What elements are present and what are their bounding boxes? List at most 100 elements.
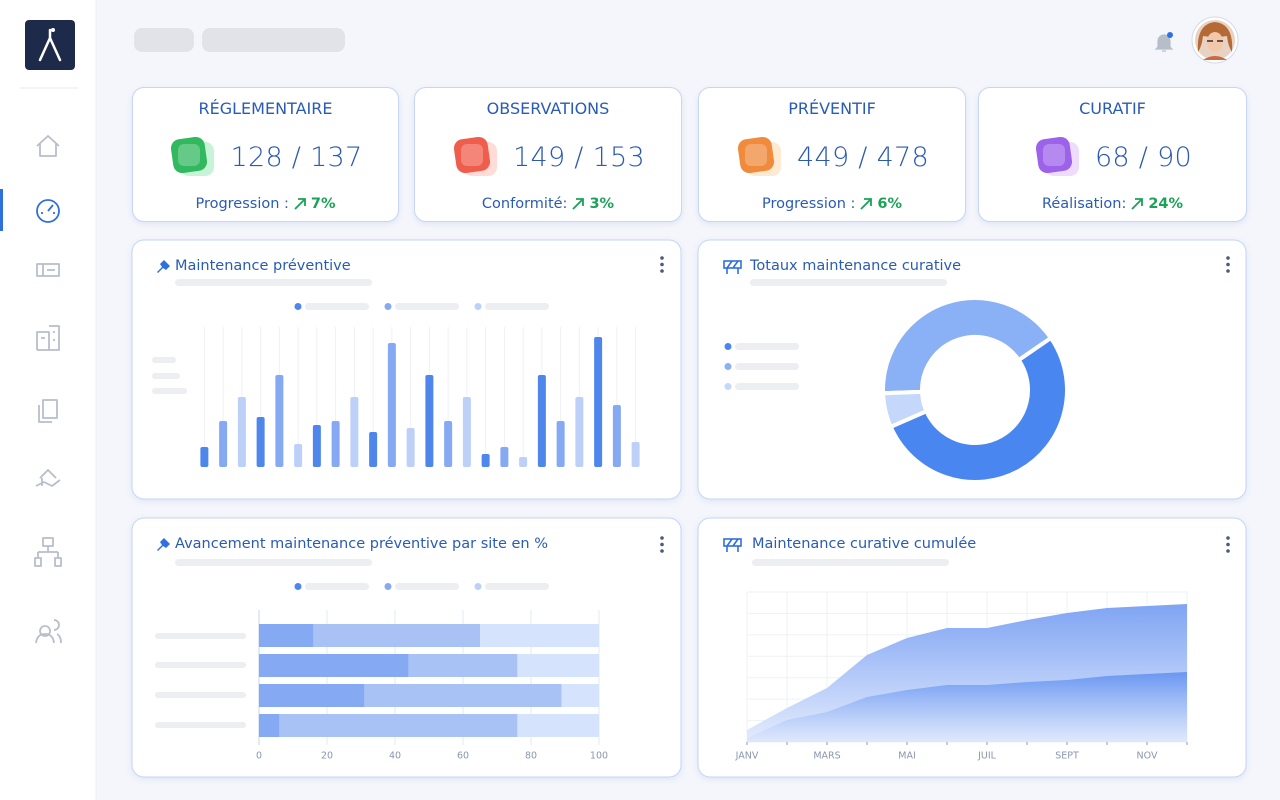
kpi-title: PRÉVENTIF [788,99,876,118]
bar [500,447,509,467]
bar [594,337,603,467]
kebab-menu[interactable] [660,536,664,553]
kpi-value: 449 / 478 [796,141,930,173]
kpi-title: RÉGLEMENTAIRE [198,99,333,118]
kpi-value: 149 / 153 [512,141,646,173]
bar [350,397,359,467]
kpi-footer: Progression : 7% [133,196,398,212]
kpi-icon [171,136,215,176]
bar [631,442,640,467]
kpi-footer: Progression : 6% [699,196,965,212]
bar [331,421,340,467]
bar [556,421,565,467]
bar [294,444,303,467]
building-icon[interactable] [36,325,60,351]
handshake-icon[interactable] [35,469,61,487]
trend-arrow [294,198,306,210]
subtitle-placeholder [752,559,949,566]
area [747,672,1187,742]
avatar[interactable] [1191,16,1239,64]
bar [387,343,396,467]
axis-placeholder [155,722,246,728]
pin-icon [157,538,170,551]
bar [612,405,621,467]
panel-title: Avancement maintenance préventive par si… [175,536,548,552]
bar [200,447,209,467]
breadcrumb-placeholder [134,28,194,52]
kpi-main: 149 / 153 [415,134,681,180]
panel-title: Maintenance curative cumulée [752,536,976,552]
panel [131,517,682,778]
bar-segment [259,624,314,647]
bar [575,397,584,467]
kpi-main: 128 / 137 [133,134,398,180]
legend-dots [294,303,732,590]
panel-title: Totaux maintenance curative [749,258,961,274]
subtitle-placeholder [175,279,372,286]
bar [219,421,228,467]
docs-icon[interactable] [38,399,58,423]
trend-arrow [860,198,873,210]
bell-icon[interactable] [1154,34,1174,52]
users-icon[interactable] [35,619,62,644]
kpi-change: 24% [1148,196,1184,212]
kpi-card: RÉGLEMENTAIRE 128 / 137 Progression : 7% [132,87,399,222]
kpi-label: Progression : [761,196,856,212]
x-tick-label: JANV [735,751,759,762]
bar [275,375,284,467]
axis-placeholder [155,633,246,639]
kpi-footer: Conformité: 3% [415,196,681,212]
bar-segment [517,654,599,677]
bar-segment [259,684,365,707]
barrier-icon [723,260,742,274]
kpi-card: OBSERVATIONS 149 / 153 Conformité: 3% [414,87,682,222]
kpi-icon [1035,136,1079,176]
dashboard-icon[interactable] [36,199,60,223]
legend-placeholder [305,303,369,310]
legend-placeholder [735,383,799,390]
kpi-icon [453,136,497,176]
charts: 0 20 40 60 80 100 JANV MARS MAI JUIL SEPT NOV [200,296,1188,762]
subtitle-placeholder [175,559,372,566]
bar-segment [259,714,280,737]
kebab-menu[interactable] [660,256,664,273]
subtitle-placeholder [750,279,947,286]
kpi-title: OBSERVATIONS [486,99,610,118]
logo[interactable] [25,20,75,70]
bar [256,417,265,467]
kpi-change: 7% [310,196,336,212]
kpi-title: CURATIF [1079,99,1146,118]
trend-arrow [572,198,585,210]
kpi-value: 128 / 137 [230,141,363,173]
x-tick-label: MARS [813,751,840,762]
kpi-icon [737,136,781,176]
kpi-footer: Réalisation: 24% [979,196,1246,212]
ticket-icon[interactable] [36,263,60,277]
bar [406,428,415,467]
x-tick-label: JUIL [977,751,997,762]
x-tick-label: 100 [590,751,608,762]
kebab-menu[interactable] [1226,536,1230,553]
legend-placeholder [395,583,459,590]
active-indicator [0,189,3,231]
legend-placeholder [395,303,459,310]
bar-segment [279,714,518,737]
kebab-menu[interactable] [1226,256,1230,273]
barrier-icon [723,538,742,552]
bar [237,397,246,467]
legend-placeholder [305,583,369,590]
hierarchy-icon[interactable] [34,537,62,567]
kpi-label: Conformité: [481,196,568,212]
bar [537,375,546,467]
axis-placeholder [152,373,180,379]
kpi-main: 68 / 90 [979,134,1246,180]
x-tick-label: MAI [898,751,916,762]
kpi-change: 3% [589,196,615,212]
bar [444,421,453,467]
bar-segment [313,624,480,647]
home-icon[interactable] [36,135,60,157]
bar [519,457,528,467]
kpi-change: 6% [877,196,903,212]
kpi-main: 449 / 478 [699,134,965,180]
